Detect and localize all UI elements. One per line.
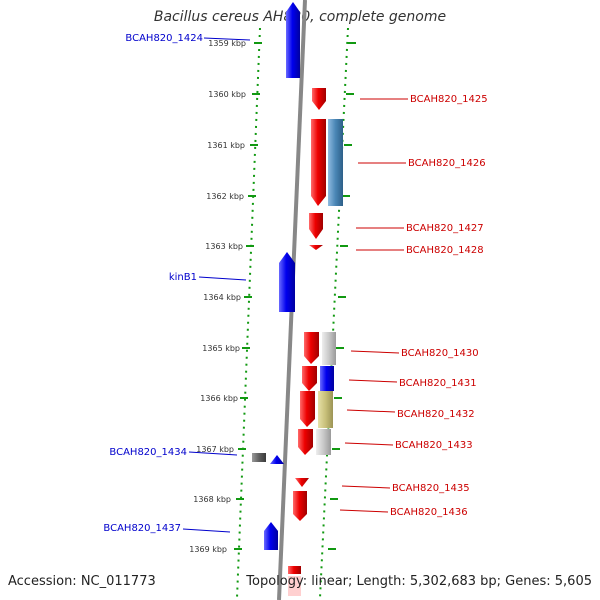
tick-label: 1366 kbp [200,394,238,403]
ruler: 1359 kbp 1360 kbp 1361 kbp 1362 kbp 1363… [189,39,262,554]
accession-text: Accession: NC_011773 [8,574,156,589]
label-bcah820-1436[interactable]: BCAH820_1436 [339,507,468,518]
label-bcah820-1426[interactable]: BCAH820_1426 [358,158,486,169]
label-bcah820-1432[interactable]: BCAH820_1432 [346,409,475,420]
label-text: BCAH820_1430 [401,348,479,359]
tick-label: 1364 kbp [203,293,241,302]
gene-bcah820-1428[interactable] [309,245,323,250]
tick-label: 1361 kbp [207,141,245,150]
gene-bcah820-1434-partner[interactable] [270,455,284,464]
label-text: BCAH820_1432 [397,409,475,420]
tick-1367: 1367 kbp [196,445,246,454]
tick-1369: 1369 kbp [189,545,242,554]
gene-bcah820-1431[interactable] [302,366,334,391]
tick-label: 1362 kbp [206,192,244,201]
gene-bcah820-1435[interactable] [295,478,309,487]
tick-label: 1359 kbp [208,39,246,48]
gene-bottom-partial[interactable] [288,566,301,596]
label-text: BCAH820_1433 [395,440,473,451]
topology-text: Topology: linear; Length: 5,302,683 bp; … [246,574,592,589]
left-dotted-track [236,27,261,599]
label-bcah820-1434[interactable]: BCAH820_1434 [109,447,238,458]
label-text: kinB1 [169,272,197,283]
gene-bcah820-1437[interactable] [264,522,278,550]
right-dotted-track [319,27,349,599]
tick-1368: 1368 kbp [193,495,244,504]
label-bcah820-1425[interactable]: BCAH820_1425 [360,94,488,105]
tick-1366: 1366 kbp [200,394,248,403]
gene-bcah820-1434[interactable] [252,453,266,462]
tick-1362: 1362 kbp [206,192,256,201]
gene-bcah820-1430[interactable] [304,332,336,365]
label-bcah820-1431[interactable]: BCAH820_1431 [348,378,477,389]
label-text: BCAH820_1427 [406,223,484,234]
tick-label: 1363 kbp [205,242,243,251]
gene-bcah820-1425[interactable] [312,88,326,110]
tick-label: 1365 kbp [202,344,240,353]
label-bcah820-1435[interactable]: BCAH820_1435 [341,483,470,494]
tick-1361: 1361 kbp [207,141,258,150]
label-text: BCAH820_1435 [392,483,470,494]
label-text: BCAH820_1424 [125,33,203,44]
gene-bcah820-1424[interactable] [286,2,300,78]
tick-1364: 1364 kbp [203,293,252,302]
label-bcah820-1428[interactable]: BCAH820_1428 [356,245,484,256]
label-text: BCAH820_1426 [408,158,486,169]
gene-bcah820-1436[interactable] [293,491,307,521]
label-bcah820-1430[interactable]: BCAH820_1430 [350,348,479,359]
right-track-ticks [328,42,356,550]
tick-1363: 1363 kbp [205,242,254,251]
label-bcah820-1427[interactable]: BCAH820_1427 [356,223,484,234]
tick-1360: 1360 kbp [208,90,260,99]
label-bcah820-1437[interactable]: BCAH820_1437 [103,523,231,534]
gene-bcah820-1433[interactable] [298,429,331,455]
gene-bcah820-1426[interactable] [311,119,343,206]
tick-label: 1360 kbp [208,90,246,99]
label-text: BCAH820_1425 [410,94,488,105]
gene-kinb1[interactable] [279,252,295,312]
label-bcah820-1433[interactable]: BCAH820_1433 [344,440,473,451]
label-text: BCAH820_1431 [399,378,477,389]
tick-1359: 1359 kbp [208,39,262,48]
label-text: BCAH820_1434 [109,447,187,458]
tick-1365: 1365 kbp [202,344,250,353]
label-text: BCAH820_1436 [390,507,468,518]
tick-label: 1368 kbp [193,495,231,504]
label-kinb1[interactable]: kinB1 [169,272,247,283]
label-text: BCAH820_1428 [406,245,484,256]
tick-label: 1369 kbp [189,545,227,554]
gene-bcah820-1427[interactable] [309,213,323,239]
label-text: BCAH820_1437 [103,523,181,534]
tick-label: 1367 kbp [196,445,234,454]
gene-bcah820-1432[interactable] [300,391,333,428]
label-bcah820-1424[interactable]: BCAH820_1424 [125,33,251,44]
